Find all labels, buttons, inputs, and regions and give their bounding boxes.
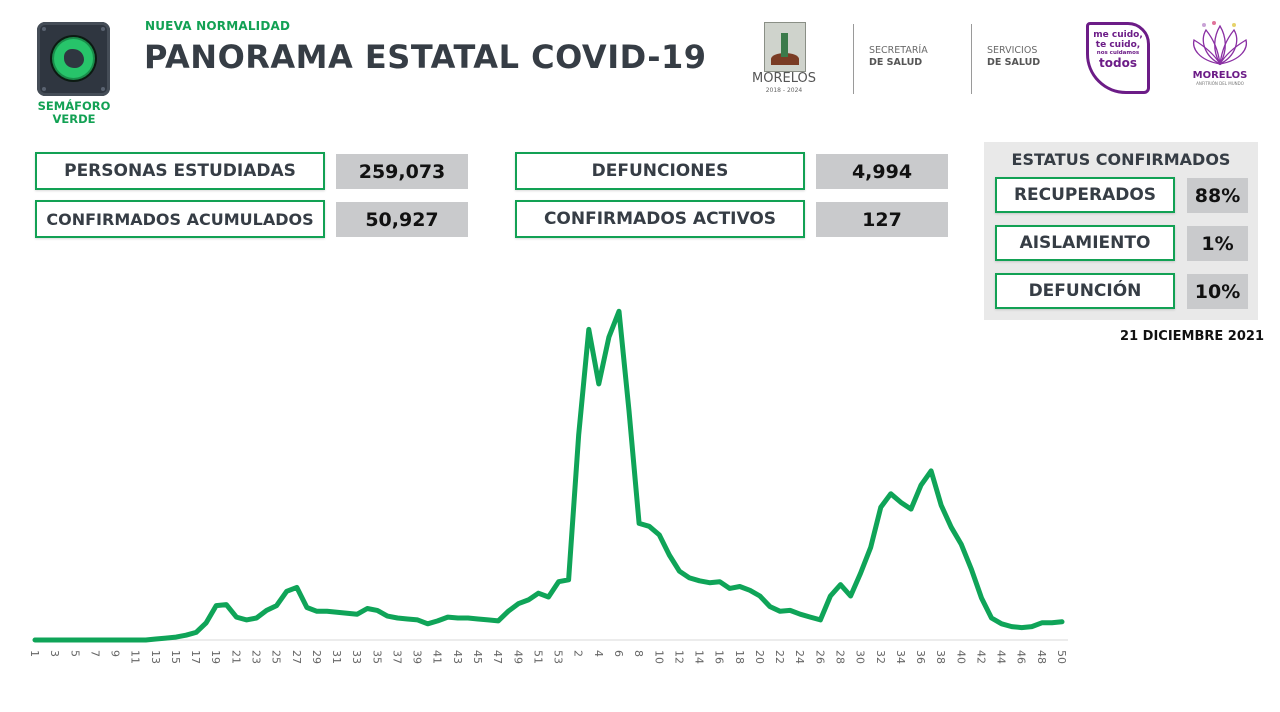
x-tick-label: 10	[652, 650, 665, 664]
status-label-aislamiento: AISLAMIENTO	[995, 225, 1175, 261]
morelos-flower-logo: MORELOS ANFITRIÓN DEL MUNDO	[1190, 20, 1250, 96]
x-tick-label: 41	[431, 650, 444, 664]
semaforo-line1: SEMÁFORO	[37, 99, 111, 113]
campaign-line2: te cuido,	[1095, 40, 1141, 50]
x-tick-label: 48	[1035, 650, 1048, 664]
x-tick-label: 9	[109, 650, 122, 657]
status-value-aislamiento: 1%	[1187, 226, 1248, 261]
weekly-cases-line-chart: 1 3 5 7 9 11 13 15 17 19 21 23 25 27 29 31 33 35 37 39 41 43 4…	[28, 308, 1068, 664]
x-tick-label: 25	[270, 650, 283, 664]
x-tick-label: 4	[592, 650, 605, 657]
x-tick-label: 27	[290, 650, 303, 664]
x-tick-label: 44	[995, 650, 1008, 664]
x-tick-label: 33	[350, 650, 363, 664]
x-tick-label: 50	[1055, 650, 1068, 664]
x-tick-label: 36	[914, 650, 927, 664]
x-tick-label: 47	[491, 650, 504, 664]
x-tick-label: 40	[954, 650, 967, 664]
x-tick-label: 19	[209, 650, 222, 664]
x-tick-label: 16	[713, 650, 726, 664]
stat-value-personas-estudiadas: 259,073	[336, 154, 468, 189]
x-tick-label: 20	[753, 650, 766, 664]
x-tick-label: 23	[250, 650, 263, 664]
divider	[971, 24, 972, 94]
x-tick-label: 30	[854, 650, 867, 664]
x-tick-label: 11	[129, 650, 142, 664]
semaforo-label: SEMÁFORO VERDE	[30, 100, 118, 126]
x-tick-label: 22	[773, 650, 786, 664]
stat-value-confirmados-activos: 127	[816, 202, 948, 237]
servicios-line1: SERVICIOS	[987, 45, 1038, 56]
secretaria-line1: SECRETARÍA	[869, 45, 928, 56]
x-tick-label: 45	[471, 650, 484, 664]
secretaria-logo: SECRETARÍA DE SALUD	[869, 45, 928, 69]
campaign-line1: me cuido,	[1093, 30, 1143, 40]
x-tick-label: 37	[391, 650, 404, 664]
morelos2-sub: ANFITRIÓN DEL MUNDO	[1196, 81, 1244, 86]
x-tick-label: 51	[531, 650, 544, 664]
semaforo-line2: VERDE	[52, 112, 96, 126]
x-tick-label: 46	[1015, 650, 1028, 664]
semaforo-icon	[37, 22, 110, 96]
x-tick-label: 32	[874, 650, 887, 664]
stat-value-defunciones: 4,994	[816, 154, 948, 189]
x-tick-label: 13	[149, 650, 162, 664]
x-tick-label: 17	[189, 650, 202, 664]
x-tick-label: 24	[793, 650, 806, 664]
x-tick-label: 7	[88, 650, 101, 657]
x-tick-label: 34	[894, 650, 907, 664]
x-tick-label: 3	[48, 650, 61, 657]
x-tick-label: 14	[693, 650, 706, 664]
x-tick-label: 43	[451, 650, 464, 664]
status-value-recuperados: 88%	[1187, 178, 1248, 213]
status-value-defuncion: 10%	[1187, 274, 1248, 309]
page-title: PANORAMA ESTATAL COVID-19	[144, 38, 707, 76]
morelos-map-icon	[64, 49, 84, 68]
stat-label-confirmados-acumulados: CONFIRMADOS ACUMULADOS	[35, 200, 325, 238]
x-tick-label: 42	[975, 650, 988, 664]
x-tick-label: 28	[834, 650, 847, 664]
x-tick-label: 5	[68, 650, 81, 657]
x-tick-label: 2	[572, 650, 585, 657]
x-tick-label: 39	[411, 650, 424, 664]
x-tick-label: 12	[672, 650, 685, 664]
x-tick-label: 21	[229, 650, 242, 664]
stat-value-confirmados-acumulados: 50,927	[336, 202, 468, 237]
x-tick-label: 26	[813, 650, 826, 664]
stat-label-defunciones: DEFUNCIONES	[515, 152, 805, 190]
stat-label-personas-estudiadas: PERSONAS ESTUDIADAS	[35, 152, 325, 190]
campaign-line4: todos	[1099, 56, 1137, 70]
x-tick-label: 35	[370, 650, 383, 664]
campaign-line3: nos cuidamos	[1096, 50, 1140, 56]
x-tick-label: 49	[511, 650, 524, 664]
x-tick-label: 38	[934, 650, 947, 664]
status-label-defuncion: DEFUNCIÓN	[995, 273, 1175, 309]
x-tick-label: 53	[552, 650, 565, 664]
flower-icon	[1192, 21, 1248, 66]
x-tick-label: 31	[330, 650, 343, 664]
report-date: 21 DICIEMBRE 2021	[1120, 329, 1264, 344]
x-tick-label: 15	[169, 650, 182, 664]
status-label-recuperados: RECUPERADOS	[995, 177, 1175, 213]
campaign-shield-logo: me cuido, te cuido, nos cuidamos todos	[1086, 22, 1150, 94]
x-tick-label: 1	[28, 650, 41, 657]
stat-label-confirmados-activos: CONFIRMADOS ACTIVOS	[515, 200, 805, 238]
x-tick-label: 8	[632, 650, 645, 657]
kicker: NUEVA NORMALIDAD	[145, 19, 291, 33]
divider	[853, 24, 854, 94]
x-tick-label: 18	[733, 650, 746, 664]
morelos-logo-text: MORELOS	[752, 71, 816, 86]
x-tick-label: 29	[310, 650, 323, 664]
x-tick-label: 6	[612, 650, 625, 657]
status-title: ESTATUS CONFIRMADOS	[1011, 150, 1231, 169]
secretaria-line2: DE SALUD	[869, 57, 923, 68]
cases-series-line	[32, 308, 1065, 643]
morelos-seal-logo	[764, 22, 806, 72]
servicios-logo: SERVICIOS DE SALUD	[987, 45, 1040, 69]
morelos-logo-years: 2018 - 2024	[765, 87, 803, 94]
servicios-line2: DE SALUD	[987, 57, 1041, 68]
morelos2-name: MORELOS	[1192, 70, 1248, 81]
